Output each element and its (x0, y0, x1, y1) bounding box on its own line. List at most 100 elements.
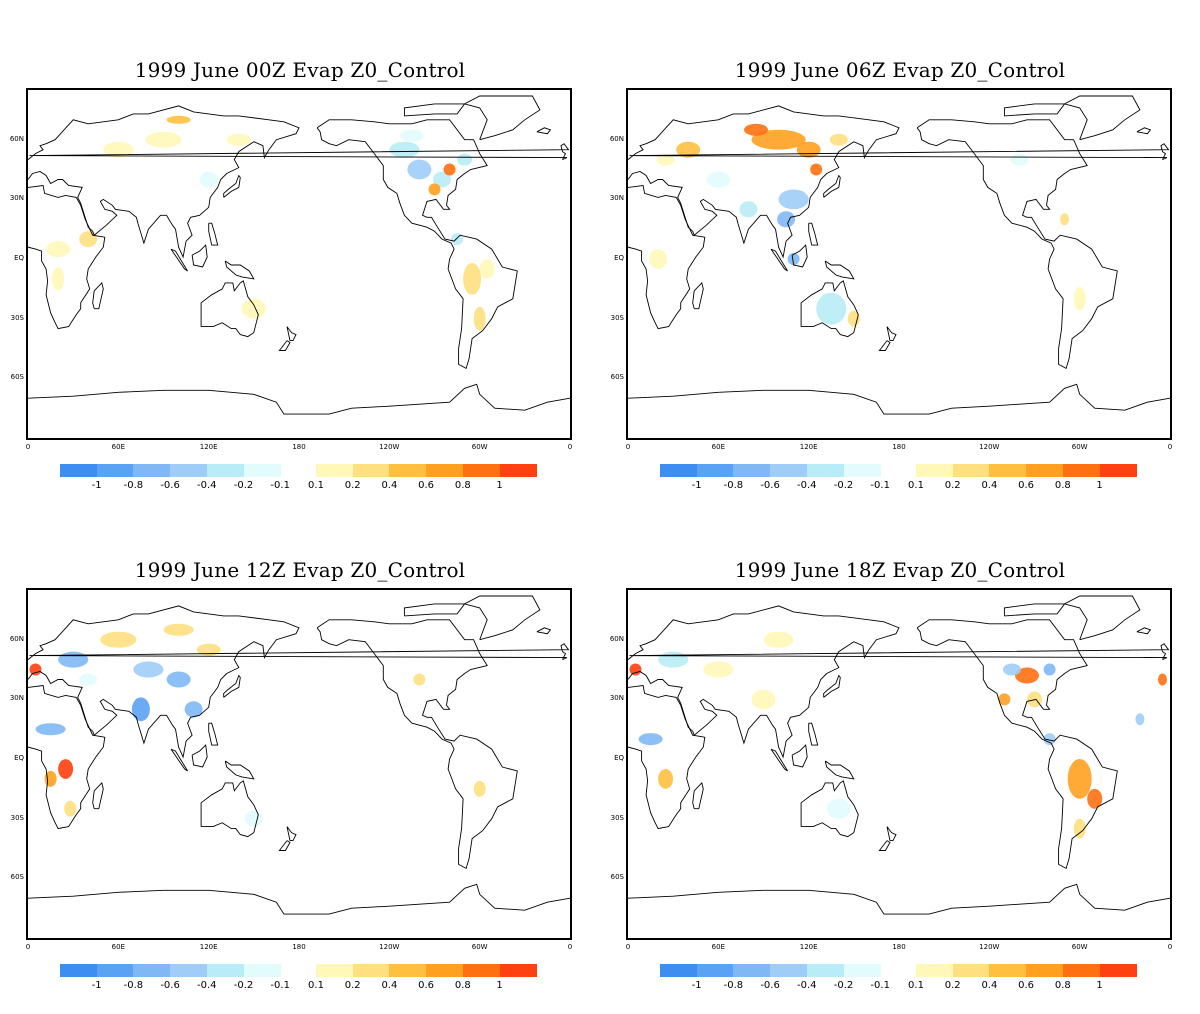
evap-anomaly-patch (656, 153, 675, 166)
evap-anomaly-patch (163, 623, 194, 636)
colorbar-label: -1 (91, 480, 102, 491)
colorbar-label: 0.6 (1018, 980, 1035, 991)
longitude-label: 0 (625, 943, 631, 951)
coastline (286, 326, 297, 342)
colorbar-label: -0.8 (123, 480, 144, 491)
colorbar-swatch-negative (843, 464, 881, 477)
colorbar-label: -0.6 (760, 980, 780, 991)
evap-anomaly-patch (1135, 713, 1145, 726)
longitude-label: 60E (111, 943, 125, 951)
coastline (886, 826, 897, 842)
latitude-label: EQ (614, 254, 624, 263)
map-canvas (28, 95, 570, 415)
colorbar-swatch-negative (770, 464, 808, 477)
evap-anomaly-patch (787, 253, 800, 265)
colorbar-swatch-positive (499, 964, 537, 977)
colorbar-swatch-negative (733, 964, 771, 977)
longitude-label: 120E (199, 943, 218, 951)
coastline (770, 748, 788, 772)
evap-anomaly-patch (810, 163, 823, 176)
coastline (208, 722, 219, 746)
colorbar-label: -0.6 (760, 480, 780, 491)
evap-anomaly-patch (389, 141, 420, 158)
coastline (403, 103, 466, 117)
colorbar-swatch-positive (1062, 464, 1100, 477)
longitude-label: 120E (199, 443, 218, 451)
latitude-label: 30S (610, 813, 624, 822)
colorbar-swatch-positive (989, 464, 1027, 477)
evap-anomaly-patch (816, 292, 847, 325)
coastline (200, 280, 259, 338)
coastline (628, 105, 900, 259)
colorbar-swatch-negative (60, 464, 98, 477)
colorbar-label: -0.4 (797, 980, 817, 991)
evap-anomaly-patch (751, 689, 776, 710)
coastline (92, 282, 104, 310)
colorbar-swatch-negative (243, 464, 281, 477)
evap-anomaly-patch (131, 697, 150, 722)
colorbar-label: 0.6 (1018, 480, 1035, 491)
colorbar-swatch-positive (389, 464, 427, 477)
colorbar-label: -1 (91, 980, 102, 991)
longitude-label: 60W (471, 443, 488, 451)
coastline (28, 605, 300, 759)
evap-anomaly-patch (457, 153, 473, 166)
colorbar-label: -0.4 (197, 980, 217, 991)
coastline (223, 174, 241, 198)
colorbar-swatch-negative (806, 964, 844, 977)
longitude-label: 180 (892, 443, 906, 451)
coastline (224, 260, 255, 280)
longitude-label: 180 (292, 943, 306, 951)
evap-anomaly-patch (658, 769, 674, 789)
coastline (170, 748, 188, 772)
colorbar-swatch-negative (696, 464, 734, 477)
map-canvas (28, 595, 570, 915)
evap-anomaly-patch (479, 259, 495, 279)
colorbar-label: -0.1 (870, 480, 890, 491)
coastline (916, 619, 1118, 870)
colorbar-label: 0.1 (908, 980, 924, 991)
colorbar-swatch-negative (243, 964, 281, 977)
evap-anomaly-patch (473, 306, 486, 331)
coastline (170, 248, 188, 272)
colorbar-label: 0.2 (944, 980, 961, 991)
coastline (316, 119, 518, 370)
evap-anomaly-patch (199, 171, 218, 188)
coastline (224, 760, 255, 780)
latitude-label: 60N (9, 134, 24, 143)
evap-anomaly-patch (473, 780, 486, 797)
evap-anomaly-patch (196, 643, 221, 656)
evap-anomaly-patch (829, 133, 848, 146)
colorbar-swatch-negative (733, 464, 771, 477)
colorbar-swatch-negative (660, 964, 698, 977)
coastline (286, 826, 297, 842)
panel-title: 1999 June 06Z Evap Z0_Control (734, 58, 1066, 82)
longitude-label: 60W (1071, 943, 1088, 951)
evap-anomaly-patch (847, 310, 860, 327)
evap-anomaly-patch (58, 759, 74, 779)
coastline (886, 326, 897, 342)
coastline (878, 340, 891, 351)
evap-anomaly-patch (52, 267, 65, 291)
latitude-label: 60S (610, 373, 624, 382)
colorbar-label: -0.4 (197, 480, 217, 491)
coastline (1136, 627, 1152, 635)
coastline (808, 222, 819, 246)
evap-anomaly-patch (133, 661, 164, 678)
coastline (536, 127, 552, 135)
colorbar-swatch-positive (352, 464, 390, 477)
colorbar-label: 0.8 (454, 980, 471, 991)
colorbar-label: -0.4 (797, 480, 817, 491)
colorbar-label: 0.6 (418, 980, 435, 991)
latitude-label: 60N (609, 634, 624, 643)
colorbar-label: -1 (691, 980, 702, 991)
coastline (823, 674, 841, 698)
coastline (28, 105, 300, 259)
panel-title: 1999 June 18Z Evap Z0_Control (734, 558, 1066, 582)
colorbar-swatch-negative (170, 964, 208, 977)
coastline (628, 605, 900, 759)
longitude-label: 120W (379, 943, 400, 951)
colorbar-label: 0.1 (908, 480, 924, 491)
evap-anomaly-patch (1067, 759, 1092, 799)
longitude-label: 180 (292, 443, 306, 451)
